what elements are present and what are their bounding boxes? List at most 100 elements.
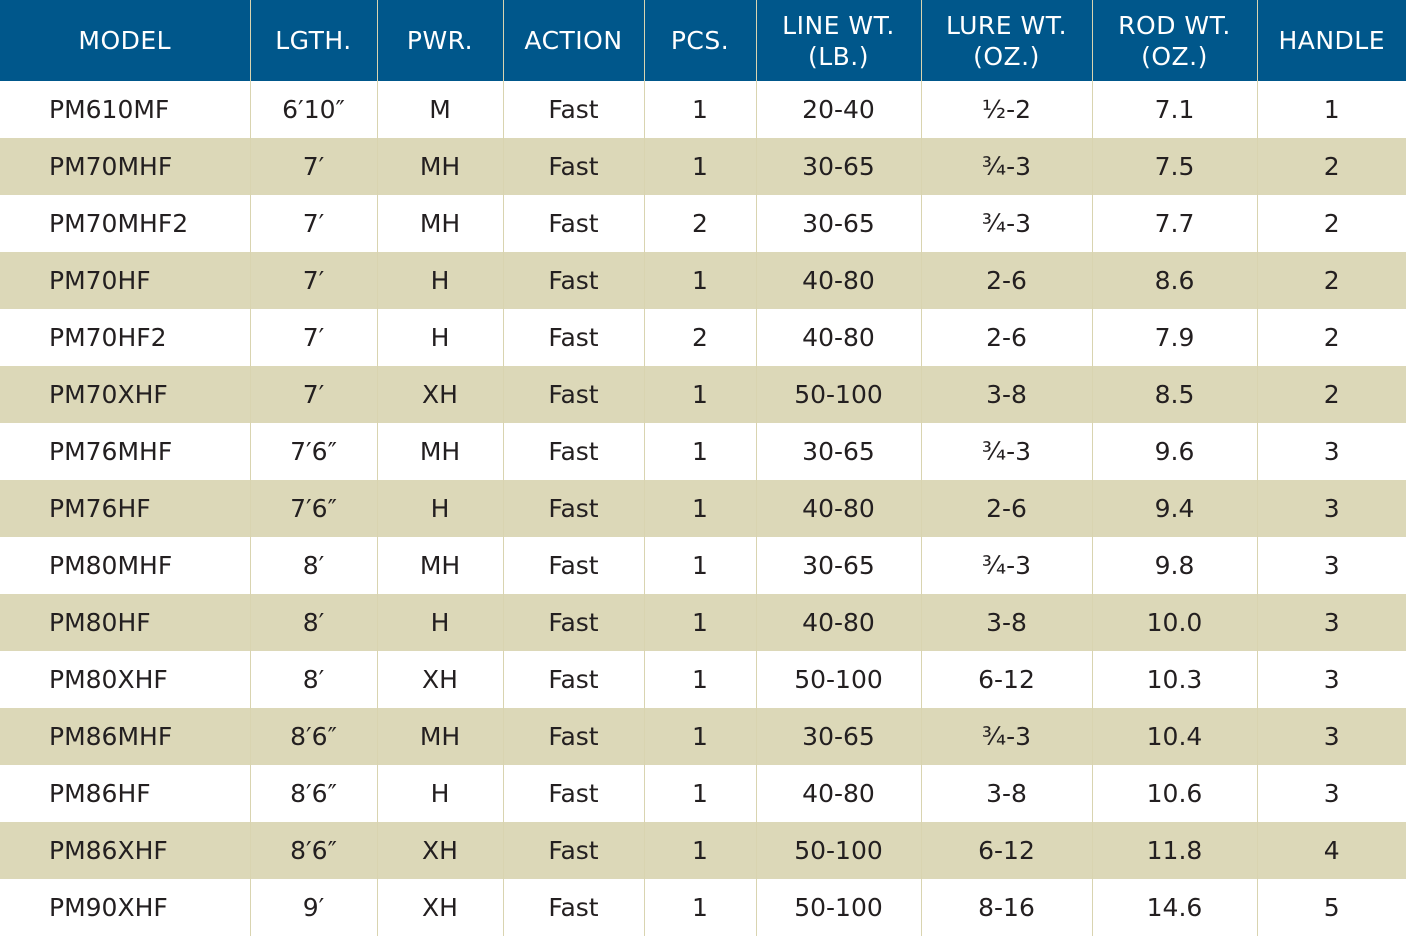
cell-line-weight: 40-80 <box>755 309 921 366</box>
cell-length: 7′6″ <box>249 480 377 537</box>
cell-line-weight: 40-80 <box>755 252 921 309</box>
cell-length: 7′ <box>249 195 377 252</box>
cell-lure-weight: 3-8 <box>920 594 1092 651</box>
cell-power: XH <box>376 651 503 708</box>
header-row: MODEL LGTH. PWR. ACTION PCS. LINE WT. (LB.) LU… <box>0 0 1406 81</box>
cell-action: Fast <box>502 309 644 366</box>
column-header-power: PWR. <box>376 0 503 81</box>
cell-action: Fast <box>502 480 644 537</box>
cell-pieces: 1 <box>643 708 756 765</box>
table-row: PM76HF 7′6″ H Fast 1 40-80 2-6 9.4 3 <box>0 480 1406 537</box>
cell-model: PM76HF <box>0 480 250 537</box>
cell-model: PM76MHF <box>49 437 173 466</box>
cell-handle: 3 <box>1256 651 1406 708</box>
cell-pieces: 1 <box>643 366 756 423</box>
cell-power: MH <box>376 537 503 594</box>
cell-rod-weight: 9.4 <box>1091 480 1257 537</box>
cell-rod-weight: 8.6 <box>1091 252 1257 309</box>
cell-handle: 2 <box>1256 195 1406 252</box>
cell-action: Fast <box>502 423 644 480</box>
cell-line-weight: 20-40 <box>755 81 921 138</box>
cell-length: 6′10″ <box>249 81 377 138</box>
cell-length: 8′ <box>249 651 377 708</box>
cell-power: H <box>376 594 503 651</box>
cell-power: MH <box>376 708 503 765</box>
cell-pieces: 2 <box>643 309 756 366</box>
table-row: PM70XHF 7′ XH Fast 1 50-100 3-8 8.5 2 <box>0 366 1406 423</box>
cell-lure-weight: 2-6 <box>920 309 1092 366</box>
cell-power: MH <box>376 423 503 480</box>
cell-model: PM80MHF <box>49 551 173 580</box>
table-row: PM86MHF 8′6″ MH Fast 1 30-65 ¾-3 10.4 3 <box>0 708 1406 765</box>
cell-length: 7′ <box>249 252 377 309</box>
column-header-line-weight: LINE WT. (LB.) <box>755 0 921 81</box>
cell-power: M <box>376 81 503 138</box>
cell-lure-weight: ½-2 <box>920 81 1092 138</box>
cell-length: 7′6″ <box>249 423 377 480</box>
cell-lure-weight: 6-12 <box>920 822 1092 879</box>
cell-pieces: 1 <box>643 765 756 822</box>
column-header-pieces: PCS. <box>643 0 756 81</box>
cell-model: PM70HF2 <box>49 323 167 352</box>
cell-handle: 1 <box>1256 81 1406 138</box>
cell-length: 8′ <box>249 594 377 651</box>
table-row: PM70MHF 7′ MH Fast 1 30-65 ¾-3 7.5 2 <box>0 138 1406 195</box>
cell-rod-weight: 7.9 <box>1091 309 1257 366</box>
cell-line-weight: 40-80 <box>755 765 921 822</box>
table-row: PM86XHF 8′6″ XH Fast 1 50-100 6-12 11.8 4 <box>0 822 1406 879</box>
cell-action: Fast <box>502 138 644 195</box>
cell-model: PM90XHF <box>49 893 168 922</box>
cell-action: Fast <box>502 195 644 252</box>
cell-length: 7′ <box>249 309 377 366</box>
cell-action: Fast <box>502 252 644 309</box>
cell-power: XH <box>376 879 503 936</box>
cell-rod-weight: 7.7 <box>1091 195 1257 252</box>
column-header-length: LGTH. <box>249 0 377 81</box>
cell-line-weight: 30-65 <box>755 138 921 195</box>
cell-handle: 3 <box>1256 594 1406 651</box>
cell-power: H <box>376 765 503 822</box>
cell-line-weight: 30-65 <box>755 708 921 765</box>
cell-model: PM80HF <box>0 594 250 651</box>
cell-pieces: 1 <box>643 252 756 309</box>
cell-lure-weight: 3-8 <box>920 765 1092 822</box>
cell-rod-weight: 14.6 <box>1091 879 1257 936</box>
table-row: PM86HF 8′6″ H Fast 1 40-80 3-8 10.6 3 <box>0 765 1406 822</box>
table-row: PM80HF 8′ H Fast 1 40-80 3-8 10.0 3 <box>0 594 1406 651</box>
cell-lure-weight: 3-8 <box>920 366 1092 423</box>
cell-action: Fast <box>502 366 644 423</box>
cell-rod-weight: 8.5 <box>1091 366 1257 423</box>
cell-rod-weight: 10.0 <box>1091 594 1257 651</box>
column-header-action: ACTION <box>502 0 644 81</box>
cell-length: 8′ <box>249 537 377 594</box>
cell-lure-weight: 2-6 <box>920 252 1092 309</box>
cell-line-weight: 30-65 <box>755 537 921 594</box>
cell-pieces: 1 <box>643 138 756 195</box>
cell-handle: 4 <box>1256 822 1406 879</box>
table-row: PM76MHF 7′6″ MH Fast 1 30-65 ¾-3 9.6 3 <box>0 423 1406 480</box>
cell-length: 7′ <box>249 366 377 423</box>
cell-rod-weight: 9.6 <box>1091 423 1257 480</box>
cell-length: 8′6″ <box>249 708 377 765</box>
cell-model: PM86HF <box>49 779 151 808</box>
cell-rod-weight: 11.8 <box>1091 822 1257 879</box>
column-header-rod-weight: ROD WT. (OZ.) <box>1091 0 1257 81</box>
cell-power: XH <box>376 822 503 879</box>
cell-action: Fast <box>502 879 644 936</box>
cell-pieces: 1 <box>643 423 756 480</box>
cell-model: PM70MHF2 <box>49 209 189 238</box>
cell-length: 8′6″ <box>249 822 377 879</box>
cell-pieces: 1 <box>643 537 756 594</box>
cell-model: PM86XHF <box>0 822 250 879</box>
cell-power: XH <box>376 366 503 423</box>
cell-line-weight: 50-100 <box>755 879 921 936</box>
cell-action: Fast <box>502 594 644 651</box>
cell-action: Fast <box>502 765 644 822</box>
cell-power: H <box>376 252 503 309</box>
cell-handle: 2 <box>1256 252 1406 309</box>
cell-handle: 3 <box>1256 765 1406 822</box>
cell-rod-weight: 10.3 <box>1091 651 1257 708</box>
table-row: PM80MHF 8′ MH Fast 1 30-65 ¾-3 9.8 3 <box>0 537 1406 594</box>
cell-pieces: 1 <box>643 879 756 936</box>
